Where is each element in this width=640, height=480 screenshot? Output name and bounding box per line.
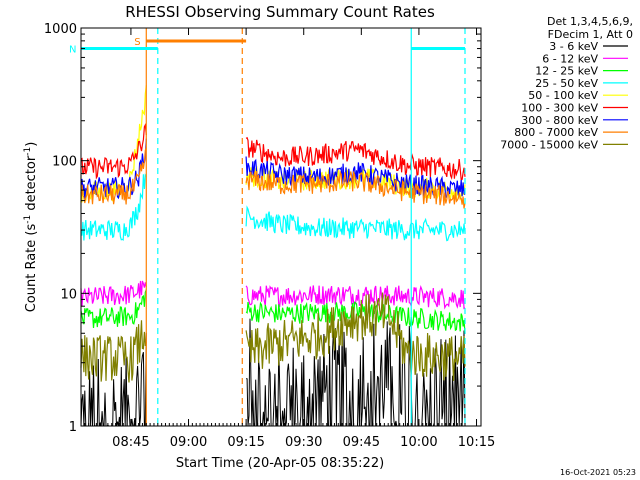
- series-line-8-segment-2: [245, 169, 466, 209]
- plot-data-area: SN: [69, 28, 466, 427]
- y-axis-label-exponent-1: -1: [23, 215, 33, 224]
- series-line-3-segment-1: [80, 289, 147, 328]
- x-tick-label-5: 09:45: [343, 435, 380, 450]
- x-tick-label-2: 09:00: [170, 435, 207, 450]
- y-axis-label-prefix: Count Rate (s: [24, 224, 39, 313]
- legend-label-3: 12 - 25 keV: [535, 65, 598, 78]
- y-tick-label-2: 10: [60, 287, 77, 302]
- x-tick-label-1: 08:45: [112, 435, 149, 450]
- legend-label-6: 100 - 300 keV: [521, 102, 598, 115]
- series-line-1-segment-1: [80, 332, 147, 427]
- chart-title: RHESSI Observing Summary Count Rates: [125, 3, 435, 21]
- x-tick-label-7: 10:15: [458, 435, 495, 450]
- y-axis-label: Count Rate (s-1 detector-1): [23, 142, 39, 313]
- flag-label-n: N: [69, 45, 76, 56]
- y-axis-label-exponent-2: -1: [23, 147, 33, 156]
- legend-label-1: 3 - 6 keV: [549, 40, 598, 53]
- x-axis-ticks: 08:45 09:00 09:15 09:30 09:45 10:00 10:15: [80, 28, 495, 450]
- series-line-3-segment-2: [245, 301, 466, 334]
- series-line-9-segment-1: [80, 320, 147, 383]
- legend-label-5: 50 - 100 keV: [528, 89, 598, 102]
- series-line-9-segment-2: [245, 292, 466, 382]
- x-tick-label-3: 09:15: [227, 435, 264, 450]
- legend-header-detectors: Det 1,3,4,5,6,9,: [547, 15, 633, 28]
- y-axis-label-suffix: ): [24, 142, 39, 147]
- series-line-4-segment-2: [245, 205, 466, 242]
- x-axis-label: Start Time (20-Apr-05 08:35:22): [176, 456, 384, 471]
- legend-header-decimation: FDecim 1, Att 0: [548, 28, 633, 41]
- series-line-6-segment-1: [80, 122, 147, 180]
- series-line-6-segment-2: [245, 136, 466, 182]
- legend-label-4: 25 - 50 keV: [535, 77, 598, 90]
- y-tick-label-4: 1000: [44, 22, 77, 37]
- legend-label-9: 7000 - 15000 keV: [500, 138, 598, 151]
- timestamp: 16-Oct-2021 05:23: [560, 468, 636, 477]
- x-tick-label-4: 09:30: [285, 435, 322, 450]
- legend: Det 1,3,4,5,6,9, FDecim 1, Att 0 3 - 6 k…: [500, 15, 633, 151]
- legend-label-2: 6 - 12 keV: [542, 52, 598, 65]
- y-tick-label-3: 100: [52, 155, 77, 170]
- y-axis-ticks: 1 10 100 1000: [44, 22, 481, 435]
- legend-label-8: 800 - 7000 keV: [514, 126, 598, 139]
- series-line-8-segment-1: [80, 147, 147, 205]
- series-line-4-segment-1: [80, 173, 147, 241]
- y-tick-label-1: 1: [69, 420, 77, 435]
- series-line-7-segment-1: [80, 138, 147, 200]
- x-tick-label-6: 10:00: [400, 435, 437, 450]
- series-line-2-segment-1: [80, 280, 147, 307]
- y-axis-label-mid: detector: [24, 155, 39, 215]
- legend-label-7: 300 - 800 keV: [521, 114, 598, 127]
- flag-label-s: S: [134, 37, 140, 48]
